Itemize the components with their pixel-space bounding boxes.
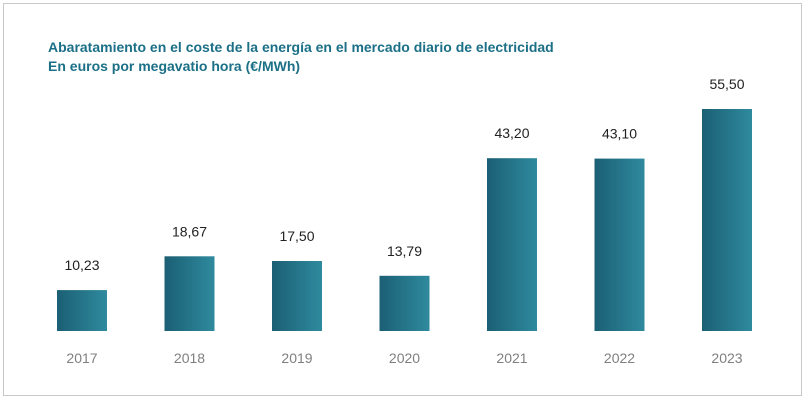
x-tick-label-2018: 2018 (174, 350, 205, 366)
bar-value-label-2018: 18,67 (172, 223, 207, 239)
bar-2022 (594, 158, 645, 331)
bar-labels-group: 10,23 18,67 17,50 13,79 43,20 43,10 55,50 (64, 76, 744, 273)
x-tick-label-2020: 2020 (389, 350, 420, 366)
bar-2021 (487, 158, 537, 331)
x-tick-label-2022: 2022 (604, 350, 635, 366)
bar-value-label-2020: 13,79 (387, 243, 422, 259)
bar-2023 (702, 109, 752, 331)
chart-title-block: Abaratamiento en el coste de la energía … (48, 38, 554, 76)
x-tick-label-2017: 2017 (66, 350, 97, 366)
bar-value-label-2021: 43,20 (494, 125, 529, 141)
x-tick-labels-group: 2017 2018 2019 2020 2021 2022 2023 (66, 350, 742, 366)
bar-2017 (57, 290, 107, 331)
x-tick-label-2023: 2023 (711, 350, 742, 366)
chart-title: Abaratamiento en el coste de la energía … (48, 39, 554, 55)
x-tick-label-2019: 2019 (281, 350, 312, 366)
bar-value-label-2017: 10,23 (64, 257, 99, 273)
bar-value-label-2023: 55,50 (709, 76, 744, 92)
bar-value-label-2019: 17,50 (279, 228, 314, 244)
bar-2018 (164, 256, 215, 331)
x-tick-label-2021: 2021 (496, 350, 527, 366)
chart-subtitle: En euros por megavatio hora (€/MWh) (48, 58, 301, 74)
bar-value-label-2022: 43,10 (602, 126, 637, 142)
bars-group (57, 109, 752, 331)
bar-2019 (272, 261, 322, 331)
bar-2020 (379, 275, 430, 331)
